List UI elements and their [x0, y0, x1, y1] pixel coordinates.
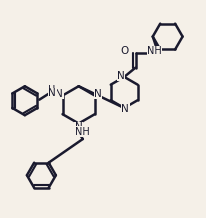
Text: NH: NH: [75, 127, 89, 137]
Text: O: O: [119, 46, 128, 56]
Text: N: N: [94, 89, 101, 99]
Text: N: N: [117, 71, 124, 81]
Text: NH: NH: [146, 46, 161, 56]
Text: N: N: [48, 89, 56, 99]
Text: N: N: [121, 104, 129, 114]
Text: N: N: [74, 122, 82, 132]
Text: N: N: [55, 89, 63, 99]
Text: H: H: [48, 85, 56, 95]
